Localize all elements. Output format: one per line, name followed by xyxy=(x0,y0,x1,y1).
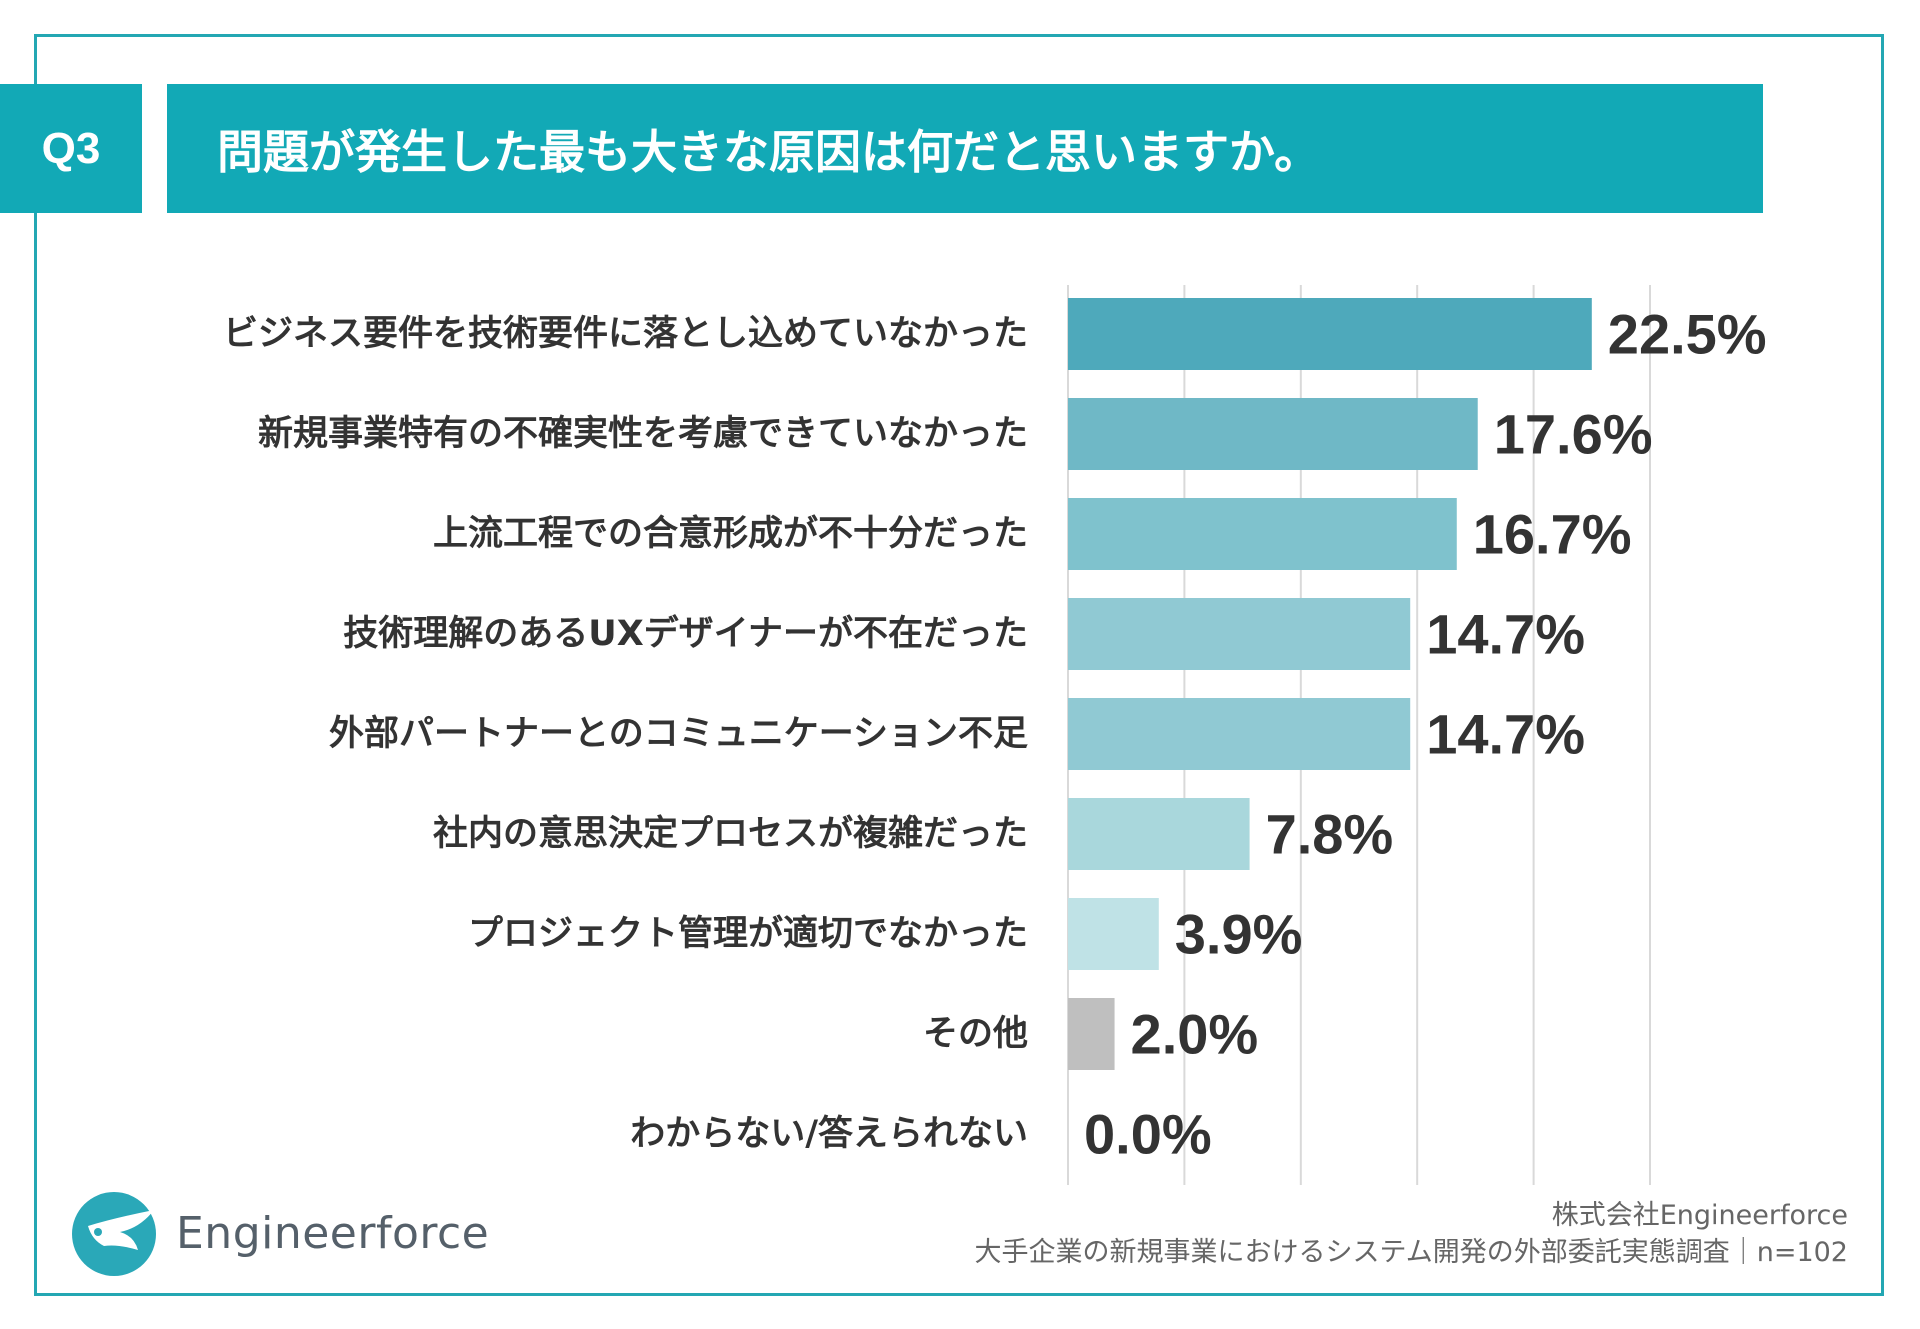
category-labels: ビジネス要件を技術要件に落とし込めていなかった新規事業特有の不確実性を考慮できて… xyxy=(223,314,1028,1154)
category-label: 新規事業特有の不確実性を考慮できていなかった xyxy=(258,414,1028,454)
bar xyxy=(1068,798,1250,870)
bar xyxy=(1068,698,1411,770)
question-title-text: 問題が発生した最も大きな原因は何だと思いますか。 xyxy=(217,124,1321,179)
value-labels: 22.5% 17.6% 16.7% 14.7% 14.7% 7.8% 3.9% 2.0% 0.0… xyxy=(1084,303,1767,1166)
chart-frame xyxy=(34,34,1884,1296)
bar xyxy=(1068,598,1411,670)
value-label: 14.7% xyxy=(1426,703,1585,766)
bar xyxy=(1068,398,1478,470)
category-label: 社内の意思決定プロセスが複雑だった xyxy=(433,814,1028,854)
category-label: 外部パートナーとのコミュニケーション不足 xyxy=(329,714,1028,754)
category-label: その他 xyxy=(923,1014,1028,1054)
value-label: 14.7% xyxy=(1426,603,1585,666)
chart-bars xyxy=(1068,298,1592,1070)
category-label: 技術理解のあるUXデザイナーが不在だった xyxy=(343,613,1028,654)
bird-logo-icon xyxy=(72,1192,156,1276)
category-label: わからない/答えられない xyxy=(630,1114,1028,1154)
value-label: 3.9% xyxy=(1175,903,1303,966)
value-label: 22.5% xyxy=(1608,303,1767,366)
bar xyxy=(1068,898,1159,970)
value-label: 16.7% xyxy=(1473,503,1632,566)
category-label: 上流工程での合意形成が不十分だった xyxy=(433,514,1028,554)
footer-company: 株式会社Engineerforce xyxy=(1551,1200,1848,1231)
logo-text: Engineerforce xyxy=(176,1207,490,1259)
question-title: 問題が発生した最も大きな原因は何だと思いますか。 xyxy=(167,84,1763,213)
category-label: プロジェクト管理が適切でなかった xyxy=(468,914,1028,954)
bar xyxy=(1068,998,1115,1070)
value-label: 7.8% xyxy=(1266,803,1394,866)
category-label: ビジネス要件を技術要件に落とし込めていなかった xyxy=(223,314,1028,354)
value-label: 0.0% xyxy=(1084,1103,1212,1166)
value-label: 2.0% xyxy=(1131,1003,1259,1066)
bar xyxy=(1068,298,1592,370)
value-label: 17.6% xyxy=(1494,403,1653,466)
question-number: Q3 xyxy=(0,84,142,213)
company-logo: Engineerforce xyxy=(68,1188,489,1278)
bar xyxy=(1068,498,1457,570)
footer-survey: 大手企業の新規事業におけるシステム開発の外部委託実態調査｜n=102 xyxy=(974,1237,1848,1268)
